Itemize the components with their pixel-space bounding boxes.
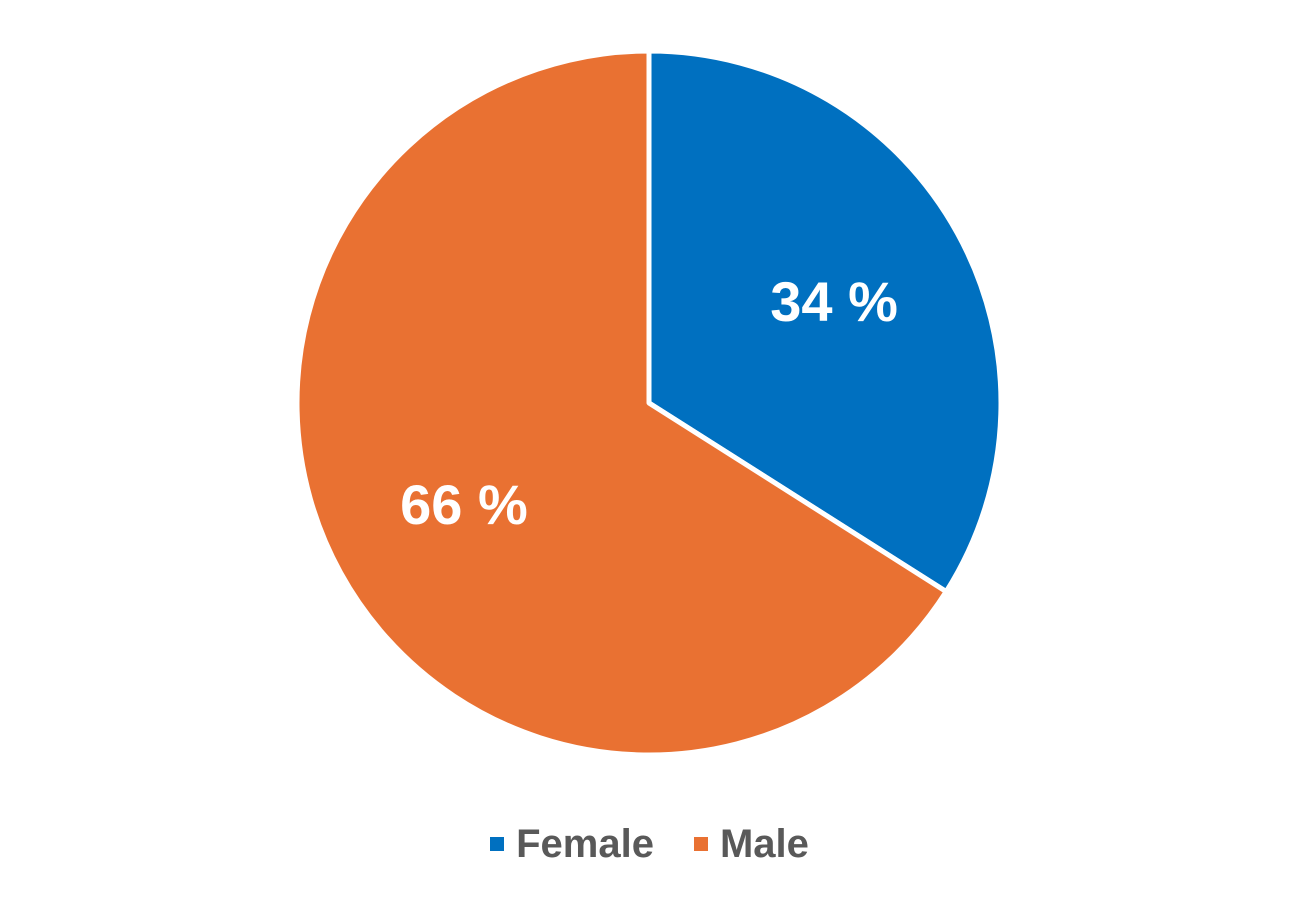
data-label-male: 66 %: [400, 473, 528, 536]
data-label-female: 34 %: [770, 270, 898, 333]
legend-swatch-female: [490, 837, 505, 851]
legend-swatch-male: [693, 837, 708, 851]
legend-label-female: Female: [516, 822, 654, 866]
pie-slice-male: [294, 48, 949, 758]
legend: Female Male: [0, 820, 1299, 868]
legend-item-male: Male: [693, 820, 809, 868]
legend-item-female: Female: [490, 820, 654, 868]
legend-label-male: Male: [719, 822, 809, 866]
